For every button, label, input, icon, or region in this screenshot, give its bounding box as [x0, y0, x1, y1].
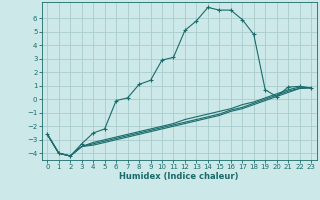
X-axis label: Humidex (Indice chaleur): Humidex (Indice chaleur)	[119, 172, 239, 181]
